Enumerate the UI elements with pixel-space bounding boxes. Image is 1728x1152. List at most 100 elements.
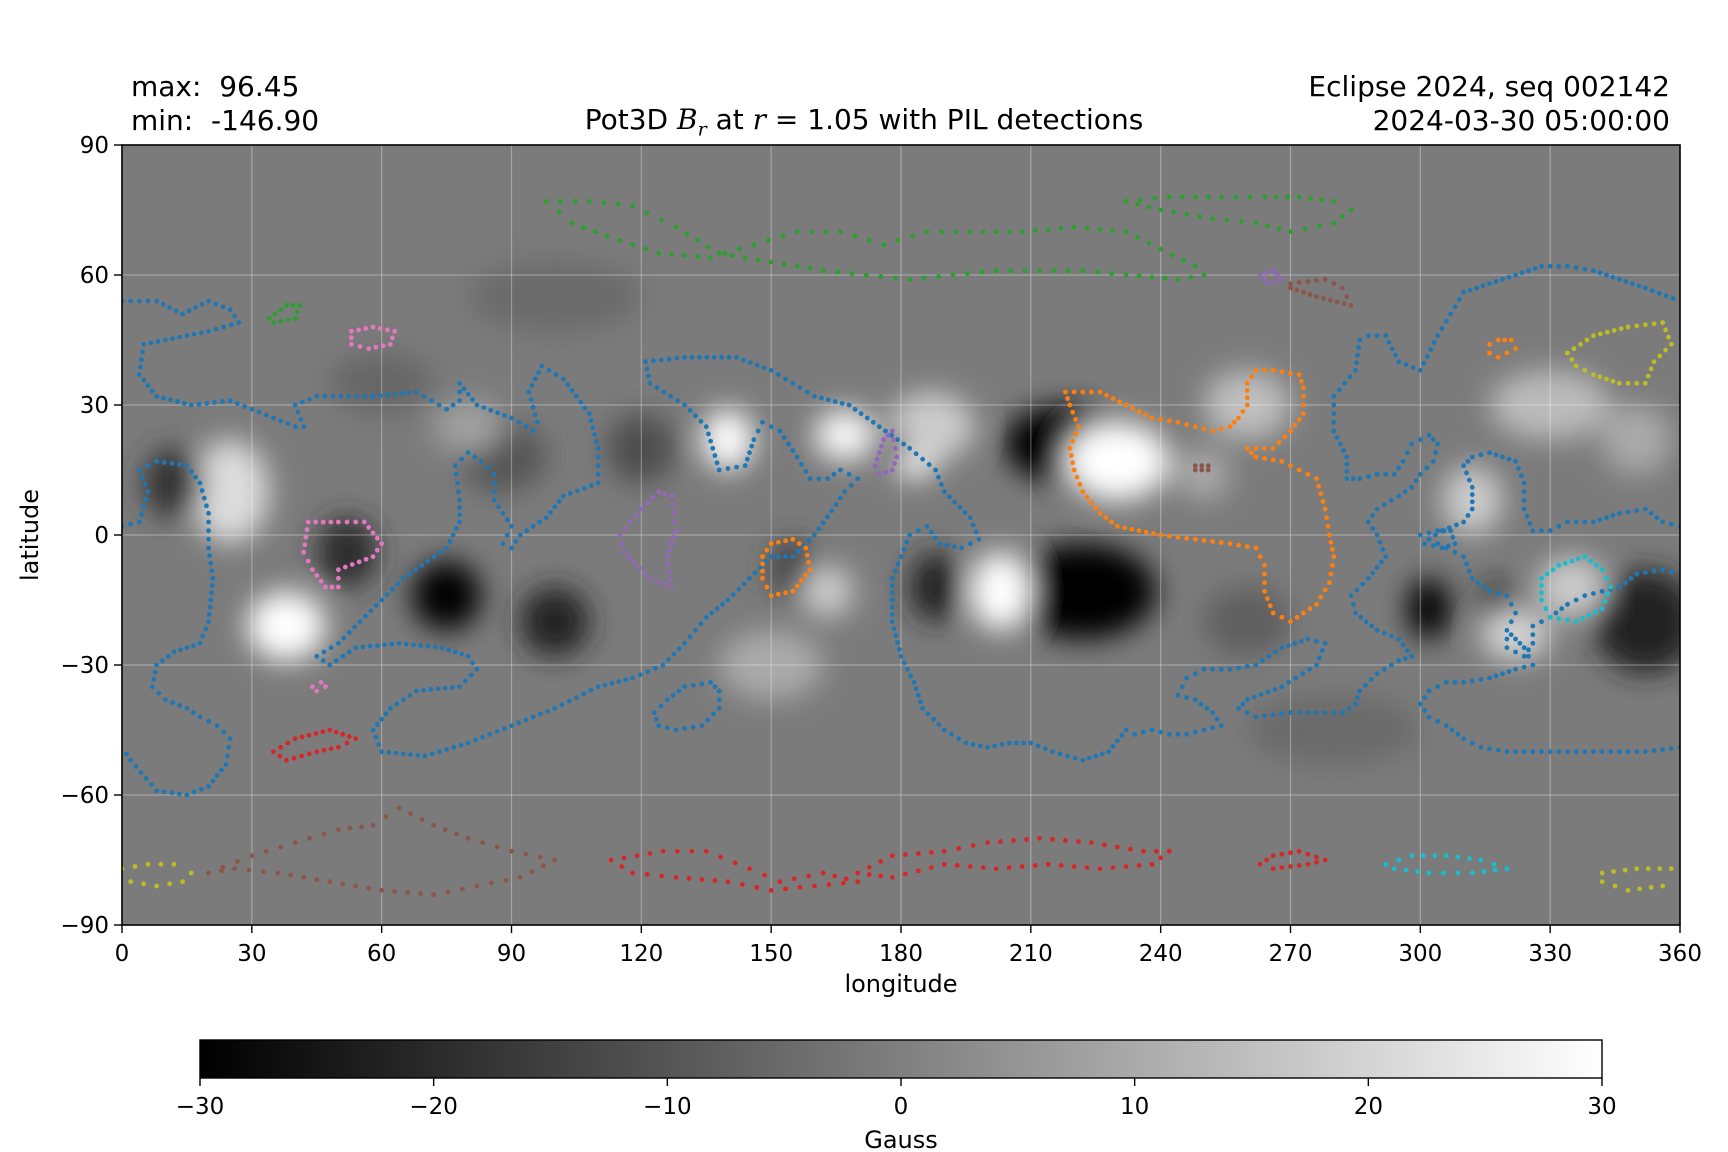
- pil-point: [716, 697, 722, 703]
- pil-point: [495, 410, 501, 416]
- pil-point: [1192, 536, 1198, 542]
- pil-point: [1240, 409, 1246, 414]
- pil-point: [352, 624, 358, 630]
- pil-point: [595, 454, 601, 460]
- pil-point: [970, 843, 976, 848]
- pil-point: [682, 726, 688, 731]
- pil-point: [377, 393, 383, 399]
- pil-point: [1259, 658, 1265, 664]
- pil-point: [915, 528, 921, 534]
- pil-point: [1506, 456, 1512, 462]
- pil-point: [1487, 341, 1492, 347]
- pil-point: [593, 439, 599, 444]
- pil-point: [1634, 866, 1640, 872]
- pil-point: [421, 687, 426, 693]
- pil-point: [1465, 513, 1471, 518]
- colorbar-tick-label: 0: [894, 1094, 909, 1120]
- pil-point: [1214, 716, 1220, 722]
- pil-point: [1487, 588, 1492, 594]
- pil-point: [374, 643, 380, 648]
- pil-point: [353, 736, 359, 742]
- pil-point: [1530, 749, 1536, 755]
- pil-point: [491, 480, 497, 486]
- pil-point: [870, 419, 876, 425]
- pil-point: [318, 679, 324, 685]
- pil-point: [669, 252, 675, 257]
- pil-point: [1184, 695, 1190, 700]
- pil-point: [895, 237, 901, 243]
- pil-point: [428, 687, 434, 692]
- pil-point: [380, 343, 386, 349]
- pil-point: [206, 545, 211, 551]
- pil-point: [907, 445, 913, 451]
- pil-point: [617, 237, 623, 243]
- pil-point: [370, 822, 376, 828]
- pil-point: [1331, 198, 1337, 204]
- field-blob-2: [1065, 422, 1170, 501]
- pil-point: [1329, 547, 1335, 552]
- pil-point: [1513, 649, 1518, 655]
- pil-point: [444, 406, 449, 412]
- pil-point: [1192, 194, 1198, 200]
- pil-point: [1575, 556, 1581, 562]
- pil-point: [367, 643, 373, 649]
- pil-point: [1413, 478, 1419, 484]
- pil-point: [938, 229, 944, 235]
- pil-point: [224, 753, 230, 759]
- pil-point: [161, 789, 167, 795]
- pil-point: [1547, 263, 1553, 269]
- pil-point: [1314, 854, 1319, 860]
- pil-point: [1513, 749, 1518, 755]
- pil-point: [348, 335, 354, 341]
- pil-point: [1532, 266, 1538, 271]
- pil-point: [825, 476, 830, 482]
- pil-point: [335, 567, 341, 573]
- pil-point: [1591, 372, 1596, 378]
- pil-point: [1556, 616, 1562, 622]
- pil-point: [1084, 226, 1090, 231]
- pil-point: [574, 488, 580, 494]
- pil-point: [1668, 866, 1674, 872]
- pil-point: [775, 554, 781, 560]
- pil-point: [457, 684, 462, 690]
- pil-point: [1539, 575, 1544, 581]
- pil-point: [777, 428, 783, 434]
- pil-point: [379, 541, 385, 547]
- pil-point: [392, 328, 398, 334]
- pil-point: [553, 372, 559, 378]
- pil-point: [392, 889, 398, 894]
- pil-point: [406, 390, 412, 396]
- pil-point: [206, 298, 211, 304]
- pil-point: [415, 752, 421, 758]
- pil-point: [509, 723, 514, 729]
- pil-point: [820, 520, 826, 526]
- pil-point: [1071, 864, 1077, 869]
- pil-point: [249, 406, 255, 412]
- pil-point: [928, 529, 934, 535]
- pil-point: [363, 556, 369, 562]
- pil-point: [1192, 467, 1198, 473]
- pil-point: [370, 530, 376, 536]
- pil-point: [1262, 456, 1267, 461]
- pil-point: [278, 318, 284, 324]
- pil-point: [188, 469, 194, 474]
- pil-point: [582, 405, 588, 411]
- pil-point: [465, 835, 471, 841]
- pil-point: [1355, 352, 1360, 358]
- pil-point: [783, 538, 788, 544]
- pil-point: [874, 456, 880, 462]
- pil-point: [1383, 554, 1389, 560]
- pil-point: [1019, 864, 1025, 869]
- pil-point: [141, 881, 147, 887]
- pil-point: [755, 257, 761, 263]
- pil-point: [1495, 354, 1501, 360]
- pil-point: [734, 464, 739, 470]
- pil-point: [1521, 497, 1527, 503]
- pil-point: [1591, 749, 1596, 755]
- pil-point: [137, 364, 143, 370]
- pil-point: [698, 621, 704, 627]
- pil-point: [145, 298, 151, 304]
- pil-point: [1146, 204, 1152, 210]
- pil-point: [407, 571, 412, 577]
- pil-point: [889, 853, 895, 859]
